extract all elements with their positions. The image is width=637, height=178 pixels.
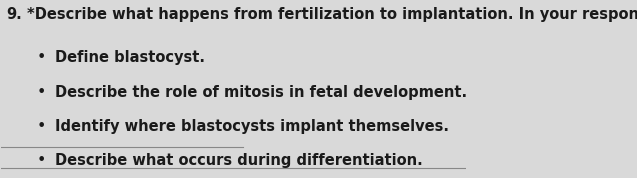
Text: 9.: 9.: [6, 7, 22, 22]
Text: •: •: [36, 85, 46, 100]
Text: Describe the role of mitosis in fetal development.: Describe the role of mitosis in fetal de…: [55, 85, 467, 100]
Text: Identify where blastocysts implant themselves.: Identify where blastocysts implant thems…: [55, 119, 448, 134]
Text: Describe what occurs during differentiation.: Describe what occurs during differentiat…: [55, 153, 422, 168]
Text: Define blastocyst.: Define blastocyst.: [55, 50, 204, 66]
Text: •: •: [36, 50, 46, 66]
Text: •: •: [36, 119, 46, 134]
Text: *Describe what happens from fertilization to implantation. In your response:: *Describe what happens from fertilizatio…: [27, 7, 637, 22]
Text: •: •: [36, 153, 46, 168]
